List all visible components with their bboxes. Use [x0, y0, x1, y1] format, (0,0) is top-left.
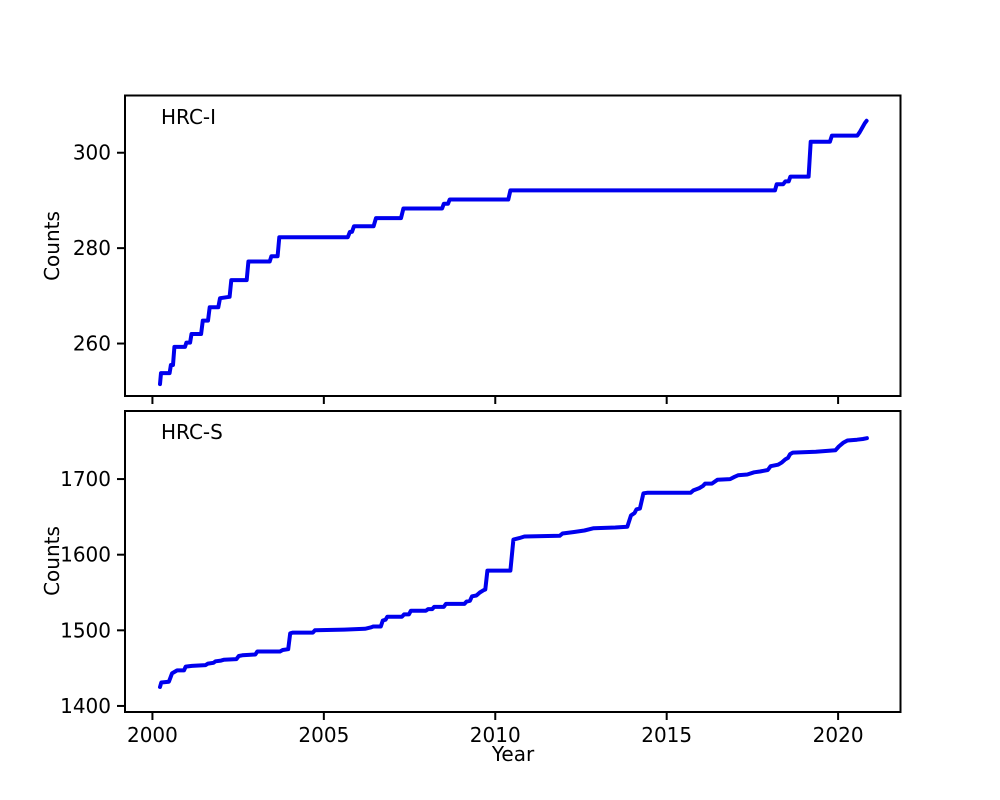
x-tick-label: 2020 — [813, 723, 864, 747]
panel-title-hrc-s: HRC-S — [161, 420, 223, 444]
y-tick-label: 1600 — [60, 543, 111, 567]
y-tick-label: 1500 — [60, 618, 111, 642]
panel-border-hrc-i — [124, 94, 902, 397]
y-tick-label: 1400 — [60, 694, 111, 718]
x-axis-label: Year — [491, 742, 535, 766]
panel-border-hrc-s — [124, 410, 902, 713]
x-tick-label: 2000 — [127, 723, 178, 747]
hrc-s-line — [158, 436, 869, 689]
x-tick-label: 2005 — [298, 723, 349, 747]
y-tick-label: 300 — [73, 141, 111, 165]
hrc-i-line — [158, 118, 869, 387]
y-axis-label-bottom: Counts — [40, 526, 64, 596]
y-tick-label: 260 — [73, 332, 111, 356]
y-tick-label: 1700 — [60, 467, 111, 491]
y-tick-label: 280 — [73, 236, 111, 260]
panel-title-hrc-i: HRC-I — [161, 105, 217, 129]
x-tick-label: 2015 — [641, 723, 692, 747]
y-axis-label-top: Counts — [40, 211, 64, 281]
x-tick-label: 2010 — [470, 723, 521, 747]
